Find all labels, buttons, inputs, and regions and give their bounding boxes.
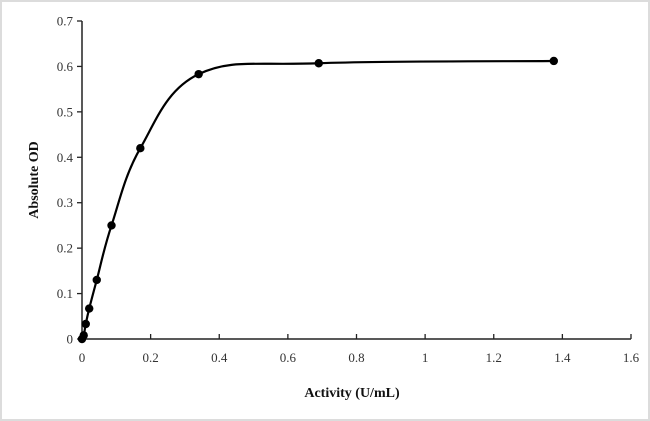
y-tick-label: 0.6 [57, 59, 74, 74]
y-tick-label: 0.3 [57, 195, 73, 210]
data-point [81, 319, 90, 329]
x-tick-label: 0.2 [143, 350, 159, 365]
x-axis-title: Activity (U/mL) [304, 386, 400, 401]
axes [81, 21, 631, 340]
y-tick-label: 0.2 [57, 241, 73, 256]
y-tick-label: 0.5 [57, 104, 73, 119]
x-tick-label: 0.8 [348, 350, 364, 365]
y-ticks: 0 0.1 0.2 0.3 0.4 0.5 0.6 0.7 [57, 14, 82, 347]
x-tick-label: 1 [422, 350, 429, 365]
x-tick-label: 0.4 [211, 350, 228, 365]
y-axis-title: Absolute OD [27, 141, 42, 218]
x-tick-label: 0 [79, 350, 86, 365]
x-tick-label: 0.6 [280, 350, 297, 365]
x-tick-label: 1.4 [554, 350, 571, 365]
data-point [79, 331, 88, 340]
x-ticks: 0 0.2 0.4 0.6 0.8 1 1.2 1.4 1.6 [79, 334, 640, 365]
data-points [77, 56, 558, 344]
data-point [136, 144, 145, 153]
data-point [549, 56, 558, 66]
x-tick-label: 1.2 [486, 350, 502, 365]
x-tick-label: 1.6 [623, 350, 640, 365]
y-tick-label: 0.4 [57, 150, 74, 165]
data-point [194, 69, 203, 79]
data-point [85, 304, 94, 313]
data-point [92, 275, 101, 285]
y-tick-label: 0.1 [57, 286, 73, 301]
y-tick-label: 0 [67, 332, 74, 347]
y-tick-label: 0.7 [57, 14, 74, 29]
data-point [107, 221, 116, 230]
data-point [314, 59, 323, 68]
data-curve [81, 59, 554, 340]
